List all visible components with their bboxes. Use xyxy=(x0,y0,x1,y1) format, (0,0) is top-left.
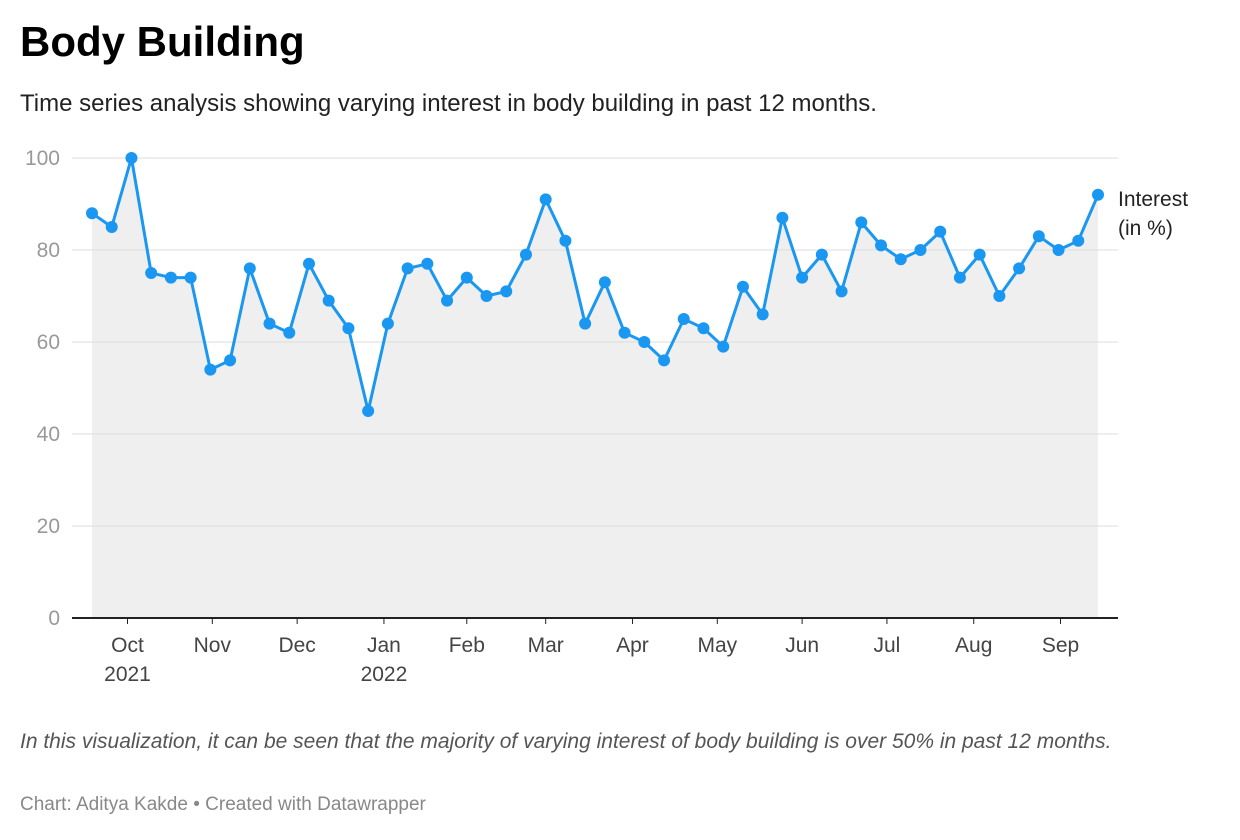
data-point xyxy=(658,354,671,367)
data-point xyxy=(736,280,749,293)
y-tick-label: 60 xyxy=(37,331,60,354)
x-tick-label: Sep xyxy=(1042,634,1079,657)
footer-separator: • xyxy=(193,794,200,815)
data-point xyxy=(539,193,552,206)
data-point xyxy=(559,234,572,247)
data-point xyxy=(460,271,473,284)
x-tick-label: May xyxy=(697,634,737,657)
data-point xyxy=(618,326,631,339)
data-point xyxy=(480,290,493,302)
data-point xyxy=(322,294,335,307)
data-point xyxy=(1052,244,1065,256)
y-tick-label: 80 xyxy=(37,239,60,262)
x-tick-label: Apr xyxy=(616,634,649,657)
data-point xyxy=(914,244,927,256)
x-tick-label: Oct xyxy=(111,634,144,657)
data-point xyxy=(638,336,651,348)
y-tick-label: 100 xyxy=(25,147,60,170)
data-point xyxy=(263,317,276,330)
data-point xyxy=(421,257,434,270)
data-point xyxy=(243,262,256,275)
data-point xyxy=(362,405,375,417)
data-point xyxy=(145,267,158,279)
x-tick-label: Mar xyxy=(528,634,564,657)
data-point xyxy=(283,326,296,339)
data-point xyxy=(381,317,394,330)
series-label-unit: (in %) xyxy=(1118,217,1173,240)
data-point xyxy=(993,290,1006,302)
x-tick-year: 2021 xyxy=(104,663,151,686)
data-point xyxy=(401,262,414,275)
chart-title: Body Building xyxy=(20,18,305,65)
chart-footer: Chart: Aditya Kakde • Created with Dataw… xyxy=(20,794,426,816)
data-point xyxy=(875,239,888,252)
data-point xyxy=(125,152,138,164)
series-line xyxy=(91,156,1100,413)
data-point xyxy=(717,340,730,353)
data-point xyxy=(204,363,217,376)
data-point xyxy=(855,216,868,229)
data-point xyxy=(973,248,986,261)
y-tick-label: 0 xyxy=(48,607,60,630)
x-tick-label: Jan xyxy=(367,634,401,657)
data-point xyxy=(815,248,828,261)
data-point xyxy=(302,257,315,270)
data-point xyxy=(697,322,710,335)
data-point xyxy=(934,225,947,238)
data-point xyxy=(224,354,237,367)
data-point xyxy=(598,276,611,289)
area-fill xyxy=(92,158,1098,618)
x-tick-label: Jul xyxy=(874,634,901,657)
data-point xyxy=(776,211,789,224)
series-label: Interest xyxy=(1118,188,1188,211)
x-tick-label: Nov xyxy=(194,634,232,657)
data-point xyxy=(835,285,848,298)
data-point xyxy=(756,308,769,321)
x-tick-label: Jun xyxy=(785,634,819,657)
data-point xyxy=(519,248,532,261)
data-point xyxy=(500,285,513,298)
data-point xyxy=(894,253,907,266)
data-point xyxy=(164,271,177,284)
data-point xyxy=(1032,230,1045,243)
data-point xyxy=(1072,234,1085,247)
chart-note: In this visualization, it can be seen th… xyxy=(20,730,1112,753)
data-point xyxy=(105,221,118,233)
data-point xyxy=(953,271,966,284)
data-point xyxy=(677,313,690,325)
data-point xyxy=(579,317,592,330)
line-chart: 0 20 40 60 80 100 Oct 2021 Nov Dec Jan 2022 Feb Mar Ap… xyxy=(25,147,1188,686)
data-point xyxy=(342,322,355,335)
x-tick-label: Dec xyxy=(278,634,315,657)
x-tick-year: 2022 xyxy=(361,663,408,686)
data-point xyxy=(1092,188,1104,201)
data-point xyxy=(1013,262,1026,275)
x-tick-label: Aug xyxy=(955,634,992,657)
data-point xyxy=(796,271,809,284)
chart-subtitle: Time series analysis showing varying int… xyxy=(20,90,877,117)
data-point xyxy=(184,271,197,284)
y-tick-label: 40 xyxy=(37,423,60,446)
x-tick-label: Feb xyxy=(449,634,485,657)
data-point xyxy=(86,207,98,220)
credit-text[interactable]: Chart: Aditya Kakde xyxy=(20,794,188,815)
y-tick-label: 20 xyxy=(37,515,60,538)
data-point xyxy=(441,294,454,307)
datawrapper-link[interactable]: Created with Datawrapper xyxy=(205,794,426,815)
